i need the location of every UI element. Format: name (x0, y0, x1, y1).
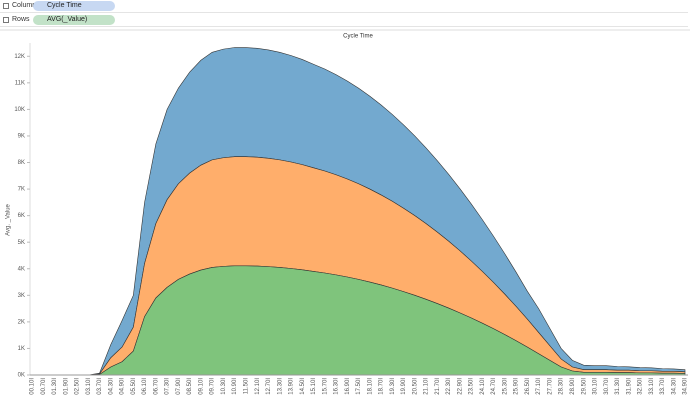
y-tick-label: 5K (18, 240, 25, 246)
x-tick-label: 21.70I (435, 378, 441, 395)
pill[interactable]: AVG(_Value) (33, 15, 115, 25)
x-tick-label: 07.90I (176, 378, 182, 395)
y-tick-label: 8K (18, 160, 25, 166)
x-tick-label: 18.70I (379, 378, 385, 395)
x-tick-label: 16.90I (345, 378, 351, 395)
x-tick-label: 22.30I (446, 378, 452, 395)
y-tick-label: 6K (18, 213, 25, 219)
x-tick-label: 26.50I (525, 378, 531, 395)
x-tick-label: 09.70I (210, 378, 216, 395)
x-tick-label: 17.50I (356, 378, 362, 395)
rows-icon (3, 17, 9, 23)
x-tick-label: 12.10I (255, 378, 261, 395)
x-tick-label: 00.70I (41, 378, 47, 395)
x-tick-label: 28.90I (570, 378, 576, 395)
x-tick-label: 03.70I (97, 378, 103, 395)
pill[interactable]: Cycle Time (33, 1, 115, 11)
x-tick-label: 04.30I (108, 378, 114, 395)
x-tick-label: 07.30I (165, 378, 171, 395)
x-tick-label: 11.50I (243, 378, 249, 395)
x-tick-label: 21.10I (424, 378, 430, 395)
x-tick-label: 01.30I (52, 378, 58, 395)
x-tick-label: 03.10I (86, 378, 92, 395)
x-tick-label: 27.70I (547, 378, 553, 395)
x-tick-label: 34.90I (683, 378, 689, 395)
x-tick-label: 22.90I (457, 378, 463, 395)
x-tick-label: 24.10I (480, 378, 486, 395)
x-tick-label: 13.30I (277, 378, 283, 395)
x-tick-label: 10.30I (221, 378, 227, 395)
x-tick-label: 29.50I (581, 378, 587, 395)
x-tick-label: 06.10I (142, 378, 148, 395)
x-tick-label: 10.90I (232, 378, 238, 395)
x-tick-label: 16.30I (334, 378, 340, 395)
y-axis-title: Avg. _Value (6, 203, 12, 235)
x-tick-label: 23.50I (469, 378, 475, 395)
x-tick-label: 14.50I (300, 378, 306, 395)
x-tick-label: 08.50I (187, 378, 193, 395)
x-tick-label: 05.50I (131, 378, 137, 395)
y-tick-label: 11K (15, 80, 25, 86)
y-tick-label: 2K (18, 319, 25, 325)
x-tick-label: 18.10I (367, 378, 373, 395)
x-tick-label: 34.30I (671, 378, 677, 395)
x-tick-label: 15.10I (311, 378, 317, 395)
x-tick-label: 31.30I (615, 378, 621, 395)
chart-title: Cycle Time (343, 34, 373, 40)
x-tick-label: 24.70I (491, 378, 497, 395)
rows-shelf: Rows AVG(_Value) (0, 14, 688, 27)
y-tick-label: 0K (18, 373, 25, 379)
x-tick-label: 19.30I (390, 378, 396, 395)
columns-icon (3, 3, 9, 9)
x-tick-label: 01.90I (63, 378, 69, 395)
y-tick-label: 9K (18, 134, 25, 140)
x-tick-label: 33.10I (649, 378, 655, 395)
x-tick-label: 19.90I (401, 378, 407, 395)
x-tick-label: 15.70I (322, 378, 328, 395)
x-tick-label: 13.90I (289, 378, 295, 395)
x-tick-label: 04.90I (120, 378, 126, 395)
x-tick-label: 32.50I (638, 378, 644, 395)
x-tick-label: 02.50I (75, 378, 81, 395)
y-tick-label: 10K (14, 107, 25, 113)
x-tick-label: 06.70I (153, 378, 159, 395)
y-tick-label: 7K (18, 187, 25, 193)
x-tick-label: 28.30I (559, 378, 565, 395)
y-tick-label: 4K (18, 266, 25, 272)
x-tick-label: 20.50I (412, 378, 418, 395)
x-tick-label: 31.90I (626, 378, 632, 395)
x-tick-label: 33.70I (660, 378, 666, 395)
y-tick-label: 12K (14, 54, 25, 60)
x-tick-label: 25.90I (514, 378, 520, 395)
shelf-label: Columns (12, 2, 40, 9)
x-tick-label: 09.10I (198, 378, 204, 395)
columns-shelf: Columns Cycle Time (0, 0, 688, 13)
shelf-label: Rows (12, 16, 30, 23)
x-tick-label: 27.10I (536, 378, 542, 395)
y-tick-label: 1K (18, 346, 25, 352)
x-tick-label: 12.70I (266, 378, 272, 395)
x-tick-label: 30.10I (593, 378, 599, 395)
x-tick-label: 00.10I (30, 378, 36, 395)
shelves: Columns Cycle Time Rows AVG(_Value) (0, 0, 690, 28)
y-tick-label: 3K (18, 293, 25, 299)
x-tick-label: 25.30I (502, 378, 508, 395)
x-tick-label: 30.70I (604, 378, 610, 395)
